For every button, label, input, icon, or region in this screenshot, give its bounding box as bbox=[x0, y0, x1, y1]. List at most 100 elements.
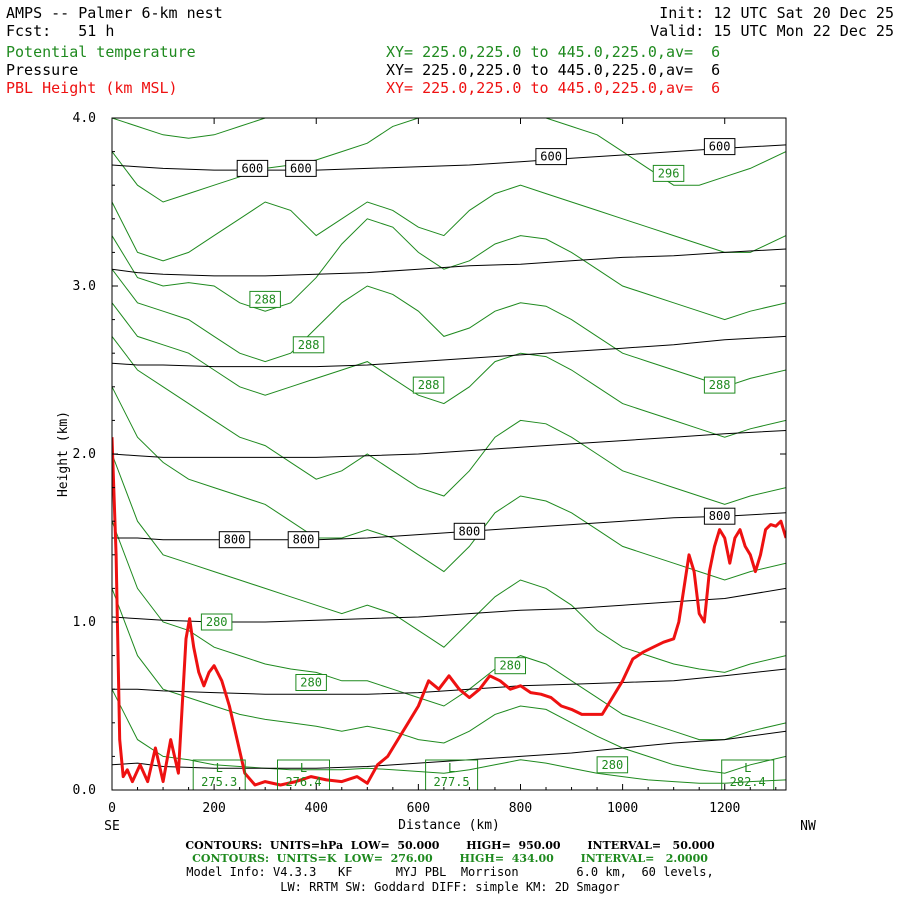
y-tick-label: 0.0 bbox=[73, 783, 96, 798]
x-tick-label: 0 bbox=[108, 801, 116, 816]
pressure-label: 600 bbox=[703, 138, 736, 156]
forecast-hour: Fcst: 51 h bbox=[6, 22, 114, 40]
pressure-label-box bbox=[236, 159, 269, 177]
theta-label-text: 288 bbox=[418, 378, 440, 392]
theta-low-value: 282.4 bbox=[730, 775, 766, 789]
legend-pbl-xy: XY= 225.0,225.0 to 445.0,225.0,av= 6 bbox=[386, 79, 721, 97]
x-tick-label: 600 bbox=[407, 801, 430, 816]
x-tick-label: 800 bbox=[509, 801, 532, 816]
y-tick-label: 3.0 bbox=[73, 279, 96, 294]
theta-label-box bbox=[652, 164, 685, 182]
pressure-contour-750 bbox=[112, 430, 786, 458]
theta-label: 288 bbox=[703, 376, 736, 394]
pressure-label-text: 600 bbox=[540, 150, 562, 164]
theta-label-text: 296 bbox=[658, 166, 680, 180]
theta-low-letter: L bbox=[448, 761, 455, 775]
pressure-label-text: 800 bbox=[459, 524, 481, 538]
pressure-label-text: 800 bbox=[709, 509, 731, 523]
pressure-label-text: 600 bbox=[290, 161, 312, 175]
pressure-label: 800 bbox=[703, 507, 736, 525]
x-tick-label: 1200 bbox=[709, 801, 740, 816]
theta-label-text: 280 bbox=[602, 758, 624, 772]
theta-label-text: 280 bbox=[300, 676, 322, 690]
legend-pressure-name: Pressure bbox=[6, 61, 79, 79]
theta-label-text: 288 bbox=[709, 378, 731, 392]
theta-contour-line bbox=[112, 521, 786, 741]
pressure-label-box bbox=[453, 522, 486, 540]
pressure-label-text: 600 bbox=[709, 140, 731, 154]
pressure-label: 600 bbox=[236, 159, 269, 177]
pressure-label-box bbox=[703, 138, 736, 156]
legend-theta-name: Potential temperature bbox=[6, 43, 196, 61]
pressure-contour-700 bbox=[112, 335, 786, 368]
theta-label-box bbox=[292, 336, 325, 354]
legend-pbl-name: PBL Height (km MSL) bbox=[6, 79, 178, 97]
axes: 0.0 1.0 2.0 3.0 4.0 0 200 400 600 800 1000 1200 bbox=[73, 111, 786, 816]
init-time: Init: 12 UTC Sat 20 Dec 25 bbox=[659, 4, 894, 22]
y-tick-label: 4.0 bbox=[73, 111, 96, 126]
theta-contour-line bbox=[112, 453, 786, 673]
x-tick-label: 1000 bbox=[607, 801, 638, 816]
y-axis-title: Height (km) bbox=[56, 411, 71, 497]
pressure-label: 800 bbox=[287, 531, 320, 549]
theta-label: 280 bbox=[295, 674, 327, 691]
theta-contour-line bbox=[112, 688, 786, 784]
x-tick-label: 400 bbox=[305, 801, 328, 816]
legend-pressure-xy: XY= 225.0,225.0 to 445.0,225.0,av= 6 bbox=[386, 61, 721, 79]
pressure-contours bbox=[112, 144, 786, 769]
theta-label-box bbox=[412, 376, 445, 394]
theta-label-box bbox=[295, 674, 327, 691]
x-axis-title: Distance (km) bbox=[398, 818, 500, 833]
pressure-label-box bbox=[285, 159, 317, 177]
x-tick-label: 200 bbox=[202, 801, 225, 816]
theta-contour-line bbox=[112, 118, 786, 203]
theta-label: 288 bbox=[412, 376, 445, 394]
theta-contour-line bbox=[112, 118, 786, 139]
theta-label: 296 bbox=[652, 164, 685, 182]
pressure-label-text: 800 bbox=[293, 533, 315, 547]
theta-contour-line bbox=[112, 302, 786, 438]
theta-label-text: 288 bbox=[254, 292, 276, 306]
theta-label-text: 280 bbox=[206, 615, 228, 629]
pressure-label-box bbox=[703, 507, 736, 525]
theta-contour-line bbox=[112, 268, 786, 388]
footer-theta-contours: CONTOURS: UNITS=K LOW= 276.00 HIGH= 434.… bbox=[192, 852, 708, 865]
theta-contour-line bbox=[112, 184, 786, 262]
theta-label: 280 bbox=[494, 657, 526, 675]
valid-time: Valid: 15 UTC Mon 22 Dec 25 bbox=[650, 22, 894, 40]
theta-low-value: 275.3 bbox=[201, 775, 237, 789]
footer-model-physics: LW: RRTM SW: Goddard DIFF: simple KM: 2D… bbox=[280, 880, 620, 894]
theta-low-value: 277.5 bbox=[434, 775, 470, 789]
pressure-label: 600 bbox=[285, 159, 317, 177]
y-tick-label: 1.0 bbox=[73, 615, 96, 630]
theta-label-text: 280 bbox=[499, 659, 521, 673]
theta-label-box bbox=[494, 657, 526, 675]
theta-label-box bbox=[249, 290, 281, 308]
y-tick-label: 2.0 bbox=[73, 447, 96, 462]
theta-label-text: 288 bbox=[298, 338, 320, 352]
theta-label-box bbox=[200, 613, 233, 631]
theta-label: 288 bbox=[292, 336, 325, 354]
theta-label: 280 bbox=[596, 756, 629, 774]
theta-low-letter: L bbox=[744, 761, 751, 775]
theta-label-box bbox=[596, 756, 629, 774]
pressure-label-text: 800 bbox=[224, 533, 246, 547]
theta-contour-line bbox=[112, 218, 786, 321]
pbl-height-series bbox=[112, 437, 786, 787]
theta-contours bbox=[112, 118, 786, 784]
pressure-contour-850 bbox=[112, 587, 786, 623]
theta-contour-line bbox=[112, 588, 786, 774]
theta-label: 288 bbox=[249, 290, 281, 308]
pressure-contour-600 bbox=[112, 144, 786, 171]
footer-model-info: Model Info: V4.3.3 KF MYJ PBL Morrison 6… bbox=[186, 865, 714, 879]
theta-contour-line bbox=[112, 386, 786, 581]
pressure-label: 800 bbox=[218, 531, 251, 549]
theta-label-box bbox=[703, 376, 736, 394]
footer-pressure-contours: CONTOURS: UNITS=hPa LOW= 50.000 HIGH= 95… bbox=[185, 839, 715, 852]
plot-frame bbox=[111, 117, 787, 791]
contour-labels: 600 600 600 600 800 800 800 800 296 288 288 288 288 2… bbox=[192, 138, 775, 791]
